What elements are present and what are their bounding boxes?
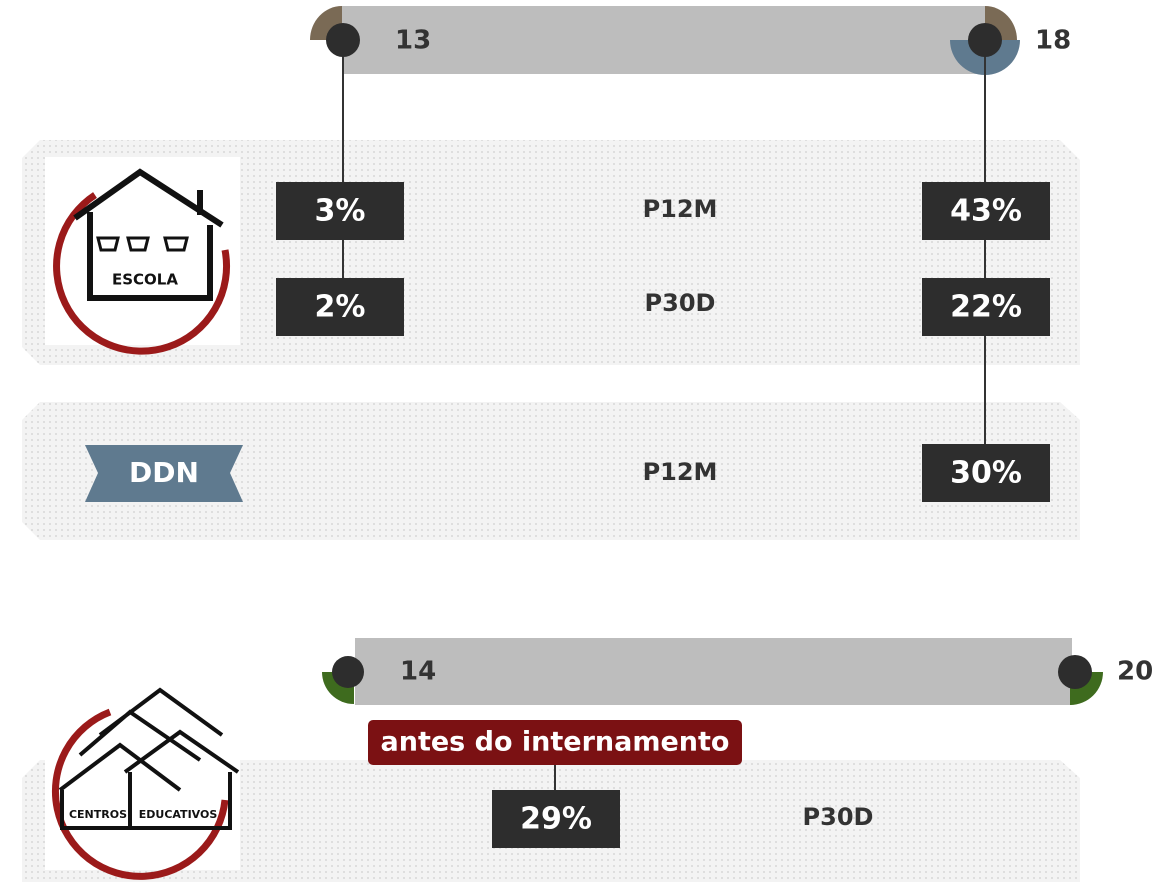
value: 29%: [520, 802, 592, 837]
value: 3%: [315, 194, 366, 229]
range-bar: [355, 638, 1072, 705]
value: 30%: [950, 456, 1022, 491]
dot: [968, 23, 1002, 57]
note: antes do internamento: [381, 727, 730, 758]
value-box: [922, 444, 1050, 502]
ribbon: [85, 445, 243, 502]
period: P30D: [803, 803, 874, 831]
house: [73, 168, 224, 301]
value-box: [492, 790, 620, 848]
icon-label: EDUCATIVOS: [139, 808, 218, 821]
dot: [332, 656, 364, 688]
value-box: [922, 278, 1050, 336]
dot: [1058, 655, 1092, 689]
icon-label: CENTROS: [69, 808, 127, 821]
range-bar: [342, 6, 985, 74]
panel: [22, 402, 1080, 540]
houses: [58, 687, 240, 830]
icon-label: ESCOLA: [112, 271, 178, 289]
value-box: [276, 278, 404, 336]
value: 22%: [950, 290, 1022, 325]
value: 43%: [950, 194, 1022, 229]
age-end: 18: [1035, 26, 1071, 56]
age-start: 14: [400, 657, 436, 687]
period: P30D: [645, 289, 716, 317]
age-end: 20: [1117, 657, 1153, 687]
period: P12M: [643, 195, 718, 223]
age-start: 13: [395, 26, 431, 56]
value-box: [922, 182, 1050, 240]
period: P12M: [643, 458, 718, 486]
icon-arc: [53, 192, 231, 355]
ddn-label: DDN: [129, 456, 199, 489]
value-box: [276, 182, 404, 240]
value: 2%: [315, 290, 366, 325]
note-box: [368, 720, 742, 765]
dot: [326, 23, 360, 57]
icon-arc: [51, 708, 229, 880]
windows: [96, 236, 189, 252]
